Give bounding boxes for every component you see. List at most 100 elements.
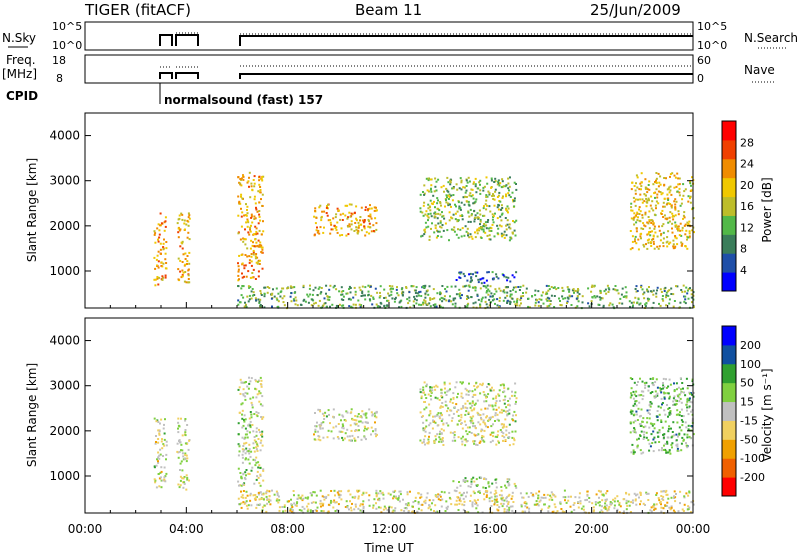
scatter-cell [506, 500, 509, 503]
scatter-cell [528, 306, 531, 309]
scatter-cell [675, 493, 677, 495]
scatter-cell [320, 422, 323, 425]
scatter-cell [449, 179, 451, 182]
scatter-cell [689, 180, 691, 183]
y-tick-label: 1000 [49, 469, 80, 483]
scatter-cell [454, 503, 457, 506]
scatter-cell [537, 497, 539, 500]
scatter-cell [693, 231, 695, 234]
scatter-cell [476, 228, 479, 231]
scatter-cell [513, 181, 516, 184]
scatter-cell [462, 272, 465, 275]
scatter-cell [348, 285, 351, 288]
scatter-cell [447, 300, 450, 303]
scatter-cell [393, 495, 395, 498]
scatter-cell [570, 304, 573, 306]
scatter-cell [506, 223, 509, 226]
scatter-cell [248, 171, 251, 174]
scatter-cell [252, 291, 255, 294]
scatter-cell [479, 491, 481, 494]
scatter-cell [311, 298, 314, 301]
y-tick-label: 3000 [49, 174, 80, 188]
scatter-cell [154, 479, 157, 482]
scatter-cell [497, 227, 500, 230]
scatter-cell [460, 494, 463, 497]
scatter-cell [513, 199, 515, 202]
scatter-cell [674, 500, 677, 503]
scatter-cell [179, 441, 182, 444]
scatter-cell [405, 503, 408, 505]
scatter-cell [446, 508, 449, 510]
colorbar-tick-label: -50 [740, 433, 758, 446]
scatter-cell [441, 285, 444, 287]
scatter-cell [468, 284, 471, 287]
scatter-cell [378, 499, 381, 502]
scatter-cell [181, 240, 184, 243]
scatter-cell [655, 503, 658, 506]
scatter-cell [497, 208, 500, 211]
scatter-cell [426, 189, 429, 192]
scatter-cell [156, 227, 159, 230]
scatter-cell [477, 498, 479, 501]
scatter-cell [671, 215, 674, 218]
scatter-cell [252, 249, 255, 252]
scatter-cell [482, 391, 485, 393]
scatter-cell [483, 498, 486, 501]
scatter-cell [489, 238, 492, 241]
scatter-cell [664, 448, 667, 451]
scatter-cell [256, 262, 259, 265]
scatter-cell [483, 422, 486, 425]
scatter-cell [674, 198, 677, 201]
scatter-cell [269, 503, 272, 506]
scatter-cell [647, 411, 650, 414]
scatter-cell [635, 221, 638, 224]
scatter-cell [446, 505, 449, 508]
scatter-cell [252, 430, 255, 433]
scatter-cell [457, 228, 459, 231]
scatter-cell [381, 491, 384, 494]
scatter-cell [257, 239, 260, 242]
scatter-cell [296, 304, 299, 307]
scatter-cell [313, 438, 316, 441]
scatter-cell [480, 437, 483, 439]
scatter-cell [686, 247, 689, 250]
scatter-cell [185, 488, 188, 491]
scatter-cell [291, 506, 294, 508]
scatter-cell [506, 210, 509, 213]
scatter-cell [650, 506, 653, 509]
scatter-cell [158, 430, 161, 433]
scatter-cell [183, 457, 186, 460]
scatter-cell [606, 490, 609, 493]
scatter-cell [258, 175, 261, 178]
scatter-cell [662, 223, 665, 226]
scatter-cell [483, 478, 485, 480]
scatter-cell [488, 500, 491, 503]
scatter-cell [685, 403, 688, 406]
scatter-cell [364, 294, 366, 297]
scatter-cell [521, 510, 524, 513]
scatter-cell [370, 207, 373, 210]
scatter-cell [534, 301, 537, 304]
scatter-cell [470, 483, 473, 486]
scatter-cell [570, 510, 573, 513]
scatter-cell [572, 288, 575, 291]
scatter-cell [498, 494, 501, 497]
scatter-cell [619, 505, 622, 508]
scatter-cell [477, 421, 480, 424]
scatter-cell [262, 468, 265, 471]
scatter-cell [444, 205, 446, 208]
scatter-cell [246, 247, 249, 250]
scatter-cell [671, 231, 674, 234]
scatter-cell [486, 195, 489, 198]
scatter-cell [678, 414, 681, 417]
scatter-cell [153, 230, 156, 233]
y-tick-label: 3000 [49, 379, 80, 393]
scatter-cell [332, 408, 335, 411]
scatter-cell [255, 233, 258, 236]
scatter-cell [512, 286, 515, 289]
scatter-cell [684, 295, 687, 298]
scatter-cell [659, 387, 662, 390]
scatter-cell [470, 235, 473, 238]
scatter-cell [441, 437, 444, 439]
